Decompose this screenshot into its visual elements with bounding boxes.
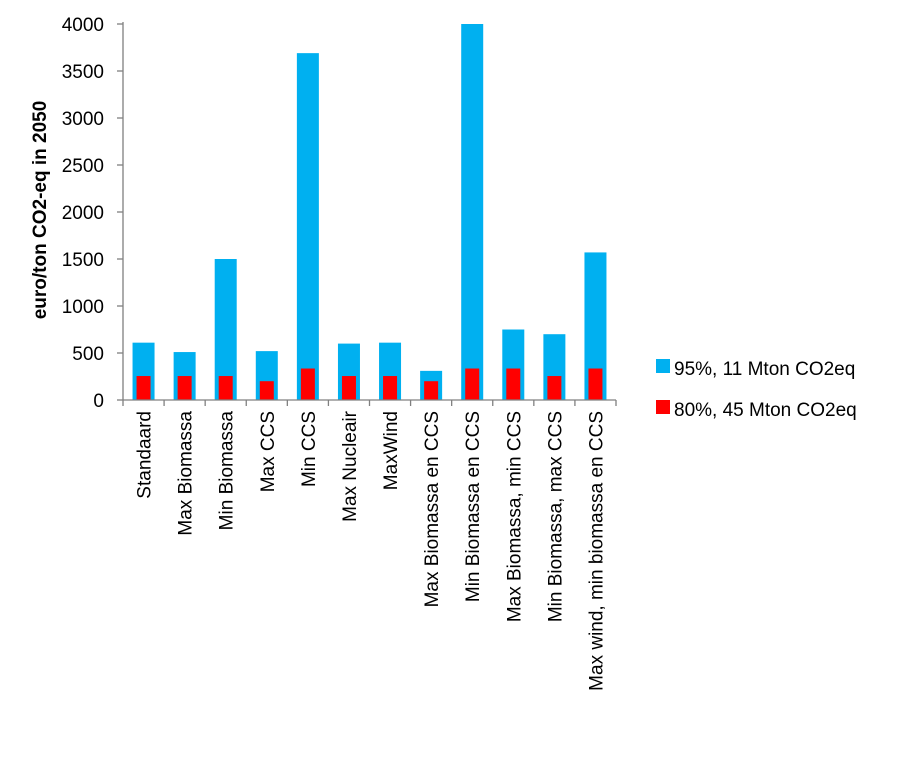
y-tick-label: 2000 [62, 203, 104, 224]
y-tick-label: 3000 [62, 109, 104, 130]
x-category-label: Max Biomassa [176, 411, 197, 536]
bar-80 [218, 376, 233, 400]
bar-95 [214, 259, 237, 400]
bar-80 [424, 381, 439, 400]
bar-80 [341, 376, 356, 400]
bar-80 [588, 368, 603, 400]
y-axis-label: euro/ton CO2-eq in 2050 [30, 101, 51, 320]
bar-80 [383, 376, 398, 400]
x-category-label: Min Biomassa en CCS [463, 411, 484, 602]
series-80-bars [136, 368, 603, 400]
bar-80 [177, 376, 192, 400]
bar-95 [461, 24, 484, 400]
y-tick-label: 1000 [62, 297, 104, 318]
legend-swatch [656, 359, 670, 373]
bar-80 [259, 381, 274, 400]
x-category-label: Min Biomassa [217, 411, 238, 531]
y-tick-label: 0 [93, 391, 104, 412]
y-tick-label: 1500 [62, 250, 104, 271]
y-tick-label: 2500 [62, 156, 104, 177]
bar-80 [547, 376, 562, 400]
bar-80 [136, 376, 151, 400]
legend-swatch [656, 400, 670, 414]
bar-80 [506, 368, 521, 400]
x-category-label: Standaard [135, 411, 156, 499]
x-category-label: MaxWind [381, 411, 402, 490]
x-category-label: Max Nucleair [340, 410, 361, 522]
x-category-label: Max wind, min biomassa en CCS [586, 411, 607, 691]
x-category-label: Max Biomassa, min CCS [504, 411, 525, 622]
y-tick-label: 3500 [62, 62, 104, 83]
axes [122, 22, 617, 406]
x-category-label: Max Biomassa en CCS [422, 411, 443, 607]
x-axis-category-labels: Standaard Max Biomassa Min Biomassa Max CCS… [135, 410, 608, 690]
y-tick-label: 4000 [62, 15, 104, 36]
bar-95 [296, 53, 319, 400]
bar-95 [584, 252, 607, 400]
bar-80 [465, 368, 480, 400]
legend-label: 95%, 11 Mton CO2eq [674, 359, 855, 380]
legend-label: 80%, 45 Mton CO2eq [674, 400, 857, 421]
x-category-label: Min CCS [299, 411, 320, 487]
series-95-bars [132, 24, 607, 400]
bar-80 [300, 368, 315, 400]
legend: 95%, 11 Mton CO2eq 80%, 45 Mton CO2eq [656, 359, 857, 421]
y-tick-label: 500 [72, 344, 104, 365]
x-category-label: Min Biomassa, max CCS [545, 411, 566, 622]
y-axis-ticks: 0 500 1000 1500 2000 2500 3000 3500 4000 [62, 15, 123, 412]
x-category-label: Max CCS [258, 411, 279, 492]
